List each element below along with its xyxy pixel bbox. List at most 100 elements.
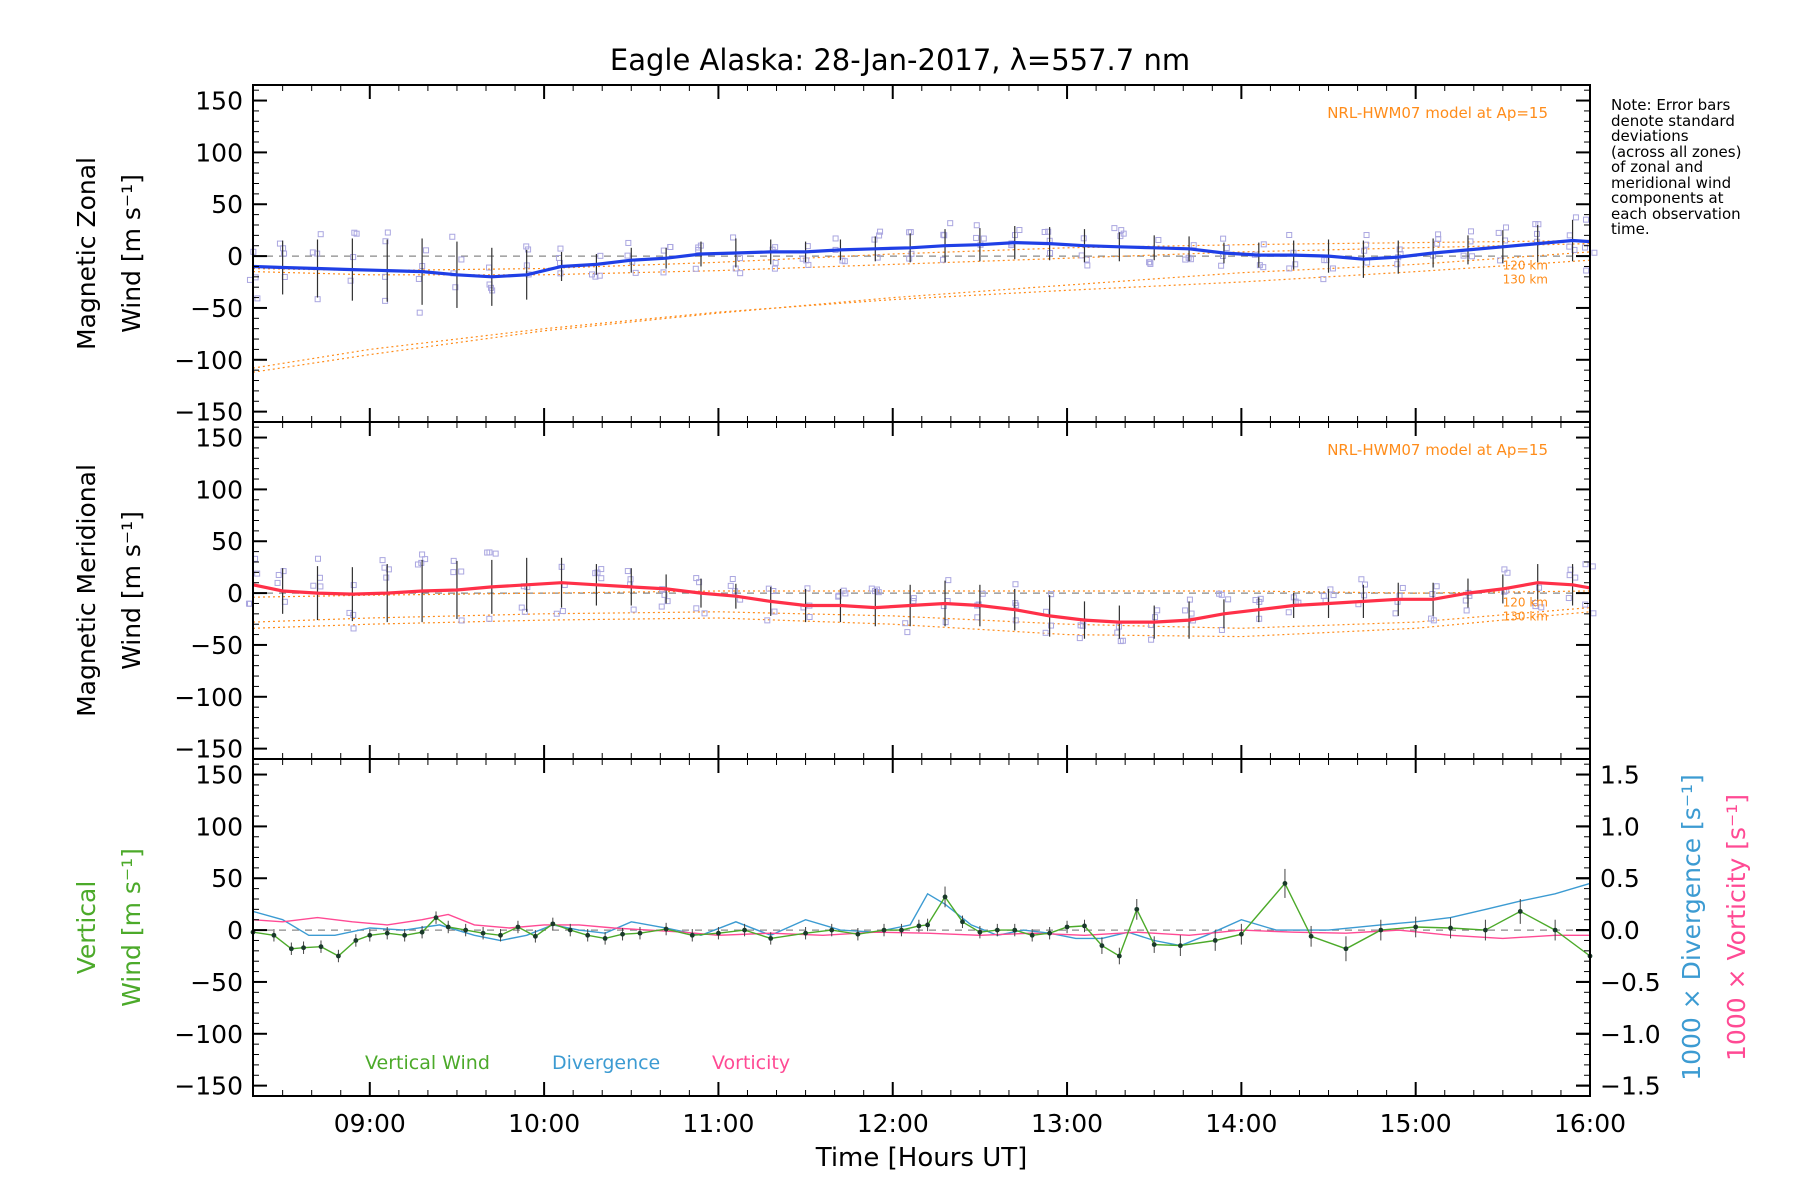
zone-sample (598, 575, 605, 582)
y-axis-label-line2: Wind [m s⁻¹] (117, 511, 146, 670)
y-tick-label: −100 (174, 1020, 243, 1049)
y-axis-label-line1: Magnetic Zonal (72, 157, 101, 350)
zone-sample (449, 233, 456, 240)
vertical-wind-point (716, 930, 721, 936)
zone-sample (664, 598, 671, 605)
zone-sample (1463, 607, 1470, 614)
panel-frame (252, 84, 1591, 423)
vertical-wind-point (602, 935, 608, 941)
zone-sample (557, 245, 564, 252)
y2-divergence-label: 1000 × Divergence [s⁻¹] (1677, 774, 1706, 1081)
vertical-wind-point (1029, 932, 1035, 938)
y-tick-label: 100 (195, 138, 243, 167)
zone-sample (1532, 603, 1539, 610)
zone-sample (486, 549, 493, 556)
zone-sample (692, 265, 699, 272)
y-tick-label: 0 (227, 916, 243, 945)
zone-sample (1435, 231, 1442, 238)
zone-sample (314, 555, 321, 562)
y-tick-label: 50 (211, 864, 243, 893)
zone-sample (771, 265, 778, 272)
vertical-wind-point (899, 927, 904, 933)
zone-sample (805, 261, 812, 268)
model-level-label: 120 km (1503, 595, 1548, 609)
zone-sample (1216, 590, 1223, 597)
y-tick-label: −100 (174, 346, 243, 375)
vertical-wind-point (803, 930, 808, 936)
vertical-wind-point (1378, 927, 1384, 933)
zone-sample (1119, 637, 1126, 644)
vertical-wind-point (1343, 946, 1349, 952)
zone-sample (274, 579, 281, 586)
zone-sample (1182, 607, 1189, 614)
zone-sample (1433, 583, 1440, 590)
zone-sample (974, 614, 981, 621)
model-label: NRL-HWM07 model at Ap=15 (1327, 104, 1548, 122)
y-axis-label-line2: Wind [m s⁻¹] (117, 848, 146, 1007)
vertical-wind-point (925, 922, 931, 928)
zone-sample (1076, 635, 1083, 642)
vertical-wind-point (620, 931, 625, 937)
vertical-wind-point (419, 929, 425, 935)
zone-sample (458, 617, 465, 624)
vertical-wind-point (1413, 924, 1419, 930)
zone-sample (486, 615, 493, 622)
zone-sample (1536, 584, 1543, 591)
zone-sample (350, 611, 357, 618)
zone-sample (1188, 610, 1195, 617)
y-axis-label-line1: Magnetic Meridional (72, 464, 101, 717)
zone-sample (1012, 617, 1019, 624)
zone-sample (310, 582, 317, 589)
zone-sample (1534, 230, 1541, 237)
zone-sample (1581, 244, 1588, 251)
vertical-wind-point (445, 924, 451, 930)
zone-sample (1330, 592, 1337, 599)
zone-sample (1566, 243, 1573, 250)
zone-sample (559, 608, 566, 615)
zone-sample (246, 276, 253, 283)
zone-sample (1566, 232, 1573, 239)
vertical-wind-point (1012, 927, 1018, 933)
zone-sample (1041, 228, 1048, 235)
vertical-wind-point (881, 927, 887, 933)
zone-sample (658, 603, 665, 610)
zone-sample (1468, 253, 1475, 260)
vertical-wind-point (1517, 909, 1523, 914)
vertical-wind-point (550, 921, 556, 927)
meridional-wind-line (252, 581, 1591, 624)
y-tick-label: 150 (195, 87, 243, 116)
zone-sample (701, 610, 708, 617)
zone-sample (1285, 609, 1292, 616)
zone-sample (254, 295, 261, 302)
vertical-wind-point (1483, 927, 1488, 933)
zone-sample (553, 610, 560, 617)
model-level-label: 120 km (1503, 258, 1548, 272)
zone-sample (1363, 232, 1370, 239)
zone-sample (317, 583, 324, 590)
zone-sample (419, 551, 426, 558)
model-curve-4 (252, 259, 1591, 369)
zone-sample (1182, 256, 1189, 263)
x-tick-label: 13:00 (1031, 1109, 1103, 1138)
zone-sample (632, 269, 639, 276)
vertical-wind-point (1282, 881, 1288, 886)
vertical-wind-point (1082, 923, 1087, 929)
x-tick-label: 14:00 (1205, 1109, 1277, 1138)
vertical-wind-point (768, 935, 774, 941)
zone-sample (1286, 231, 1293, 238)
zone-sample (317, 231, 324, 238)
zone-sample (1572, 574, 1579, 581)
zone-sample (598, 566, 605, 573)
zone-sample (1292, 261, 1299, 268)
zone-sample (624, 568, 631, 575)
y-tick-label: −100 (174, 683, 243, 712)
zone-sample (1531, 600, 1538, 607)
zone-sample (254, 570, 261, 577)
zone-sample (727, 582, 734, 589)
vertical-wind-point (1308, 933, 1314, 939)
zone-sample (596, 272, 603, 279)
zone-sample (1589, 563, 1596, 570)
legend-entry: Divergence (552, 1052, 660, 1074)
panel-meridional: −150 −100 −50 0 50 100 150 Magnetic Meridional W… (72, 421, 1597, 764)
zone-sample (1013, 602, 1020, 609)
